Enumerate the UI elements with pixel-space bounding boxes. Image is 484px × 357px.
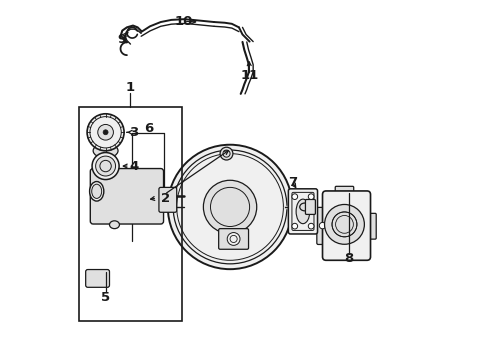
- Circle shape: [308, 194, 313, 200]
- Ellipse shape: [91, 184, 102, 198]
- Circle shape: [92, 152, 119, 180]
- Text: 3: 3: [129, 126, 138, 139]
- Text: 6: 6: [143, 122, 152, 135]
- Circle shape: [220, 147, 232, 160]
- Circle shape: [227, 232, 240, 245]
- FancyBboxPatch shape: [159, 187, 176, 212]
- Circle shape: [167, 145, 292, 269]
- Circle shape: [87, 114, 124, 151]
- FancyBboxPatch shape: [90, 169, 163, 224]
- Circle shape: [291, 223, 297, 229]
- Ellipse shape: [93, 144, 118, 158]
- Text: 4: 4: [129, 160, 138, 172]
- FancyBboxPatch shape: [305, 200, 315, 215]
- Circle shape: [308, 223, 313, 229]
- FancyBboxPatch shape: [364, 213, 376, 239]
- FancyBboxPatch shape: [316, 207, 329, 245]
- Circle shape: [324, 205, 363, 244]
- FancyBboxPatch shape: [86, 270, 109, 287]
- FancyBboxPatch shape: [288, 189, 317, 234]
- Text: 11: 11: [240, 69, 258, 82]
- Circle shape: [210, 187, 249, 226]
- Text: 8: 8: [344, 252, 353, 265]
- Circle shape: [203, 180, 256, 233]
- Text: 1: 1: [126, 81, 135, 94]
- Ellipse shape: [109, 221, 119, 228]
- Ellipse shape: [296, 199, 309, 224]
- FancyBboxPatch shape: [322, 191, 370, 260]
- Text: 9: 9: [117, 33, 126, 46]
- Circle shape: [103, 130, 108, 135]
- Text: 2: 2: [161, 192, 170, 205]
- Bar: [79, 107, 182, 321]
- Circle shape: [95, 156, 115, 176]
- Circle shape: [98, 125, 113, 140]
- FancyBboxPatch shape: [334, 186, 353, 196]
- Circle shape: [318, 222, 325, 229]
- Text: 7: 7: [287, 176, 296, 188]
- Ellipse shape: [90, 181, 104, 201]
- Circle shape: [291, 194, 297, 200]
- Text: 5: 5: [101, 291, 110, 304]
- Text: 10: 10: [174, 15, 193, 28]
- FancyBboxPatch shape: [218, 228, 248, 249]
- Ellipse shape: [299, 203, 309, 211]
